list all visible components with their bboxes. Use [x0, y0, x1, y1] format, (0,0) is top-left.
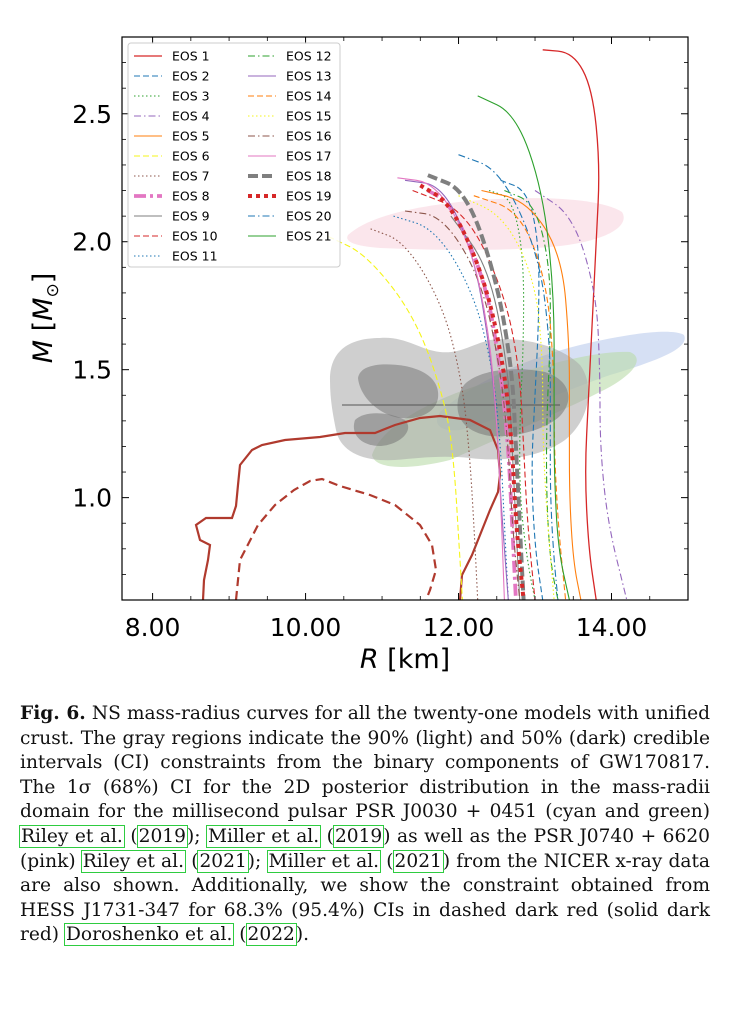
citation-link[interactable]: Miller et al. — [266, 849, 382, 873]
legend-box — [127, 42, 341, 268]
citation-link[interactable]: Riley et al. — [19, 824, 125, 848]
hess-954-contour — [194, 414, 502, 600]
citation-year-link[interactable]: 2021 — [197, 849, 249, 873]
eos-1-curve — [542, 49, 600, 600]
hess-683-contour — [234, 477, 438, 600]
caption-text: NS mass-radius curves for all the twenty… — [20, 703, 711, 798]
eos-3-curve — [488, 189, 536, 600]
y-tick-label: 1.0 — [72, 484, 112, 513]
caption-text: ); — [247, 850, 268, 872]
legend-label-eos-8: EOS 8 — [172, 189, 210, 204]
y-axis-label: M [M⊙] — [28, 273, 63, 364]
caption-text: ) as well as the PSR J0740 + 6620 (pink) — [20, 825, 711, 872]
caption-text: ( — [123, 825, 138, 847]
legend-label-eos-20: EOS 20 — [286, 209, 332, 224]
eos-10-curve — [412, 189, 536, 600]
y-tick-label: 1.5 — [72, 356, 112, 385]
x-tick-label: 10.00 — [270, 613, 342, 642]
eos-curves — [328, 49, 628, 600]
eos-14-curve — [473, 195, 567, 600]
legend-label-eos-15: EOS 15 — [286, 109, 332, 124]
legend-label-eos-5: EOS 5 — [172, 129, 210, 144]
y-ticks: 1.0 1.5 2.0 2.5 — [72, 62, 688, 575]
eos-2-curve — [500, 179, 544, 600]
x-ticks: 8.00 10.00 12.00 14.00 — [125, 37, 689, 642]
constraint-regions — [194, 198, 685, 600]
y-tick-label: 2.0 — [72, 228, 112, 257]
eos-17-curve — [397, 177, 505, 600]
citation-year-link[interactable]: 2021 — [392, 849, 444, 873]
legend-label-eos-17: EOS 17 — [286, 149, 332, 164]
legend-label-eos-2: EOS 2 — [172, 69, 210, 84]
caption-text: ( — [233, 924, 247, 946]
legend-label-eos-19: EOS 19 — [286, 189, 332, 204]
eos-16-curve — [404, 210, 521, 600]
legend-label-eos-21: EOS 21 — [286, 229, 332, 244]
x-tick-label: 12.00 — [423, 613, 495, 642]
x-tick-label: 14.00 — [576, 613, 648, 642]
citation-year-link[interactable]: 2022 — [245, 923, 297, 947]
caption-text: ( — [320, 825, 334, 847]
x-axis-label: R [km] — [360, 644, 450, 675]
psr-j0740-region — [347, 198, 624, 250]
legend-label-eos-4: EOS 4 — [172, 109, 210, 124]
citation-link[interactable]: Miller et al. — [205, 824, 322, 848]
caption-sigma: 1σ — [66, 776, 92, 798]
caption-text: ( — [380, 850, 394, 872]
eos-18-curve — [427, 173, 526, 600]
eos-20-curve — [458, 154, 559, 600]
legend-label-eos-11: EOS 11 — [172, 249, 218, 264]
legend-label-eos-13: EOS 13 — [286, 69, 332, 84]
citation-link[interactable]: Riley et al. — [80, 849, 187, 873]
x-tick-label: 8.00 — [125, 613, 181, 642]
eos-19-curve — [419, 183, 526, 600]
legend: EOS 1 EOS 2 EOS 3 EOS 4 EOS 5 EOS 6 EOS 7 EOS 8… — [127, 42, 341, 268]
caption-text: (68%) CI for the 2D posterior distributi… — [20, 776, 710, 823]
citation-year-link[interactable]: 2019 — [136, 824, 188, 848]
caption-label: Fig. 6. — [20, 703, 86, 724]
legend-label-eos-6: EOS 6 — [172, 149, 210, 164]
legend-label-eos-12: EOS 12 — [286, 49, 332, 64]
legend-label-eos-9: EOS 9 — [172, 209, 210, 224]
legend-label-eos-7: EOS 7 — [172, 169, 210, 184]
caption-text: ). — [295, 924, 310, 946]
caption-text: ( — [185, 850, 199, 872]
caption-text: ); — [186, 825, 207, 847]
eos-21-curve — [477, 95, 570, 600]
legend-label-eos-18: EOS 18 — [286, 169, 332, 184]
legend-label-eos-16: EOS 16 — [286, 129, 332, 144]
citation-year-link[interactable]: 2019 — [332, 824, 385, 848]
eos-6-curve — [328, 236, 463, 600]
mass-radius-figure: 8.00 10.00 12.00 14.00 1.01.52.02.5 R [km] … — [28, 36, 689, 675]
figure-caption: Fig. 6. NS mass-radius curves for all th… — [19, 702, 711, 948]
eos-15-curve — [458, 195, 555, 600]
legend-label-eos-10: EOS 10 — [172, 229, 218, 244]
legend-label-eos-3: EOS 3 — [172, 89, 210, 104]
legend-label-eos-14: EOS 14 — [286, 89, 332, 104]
y-tick-label: 2.5 — [72, 100, 112, 129]
eos-4-curve — [534, 190, 628, 600]
eos-7-curve — [370, 228, 479, 600]
caption-text: ) from the NICER x-ray data are also sho… — [20, 850, 710, 946]
legend-label-eos-1: EOS 1 — [172, 49, 210, 64]
citation-link[interactable]: Doroshenko et al. — [63, 923, 235, 947]
